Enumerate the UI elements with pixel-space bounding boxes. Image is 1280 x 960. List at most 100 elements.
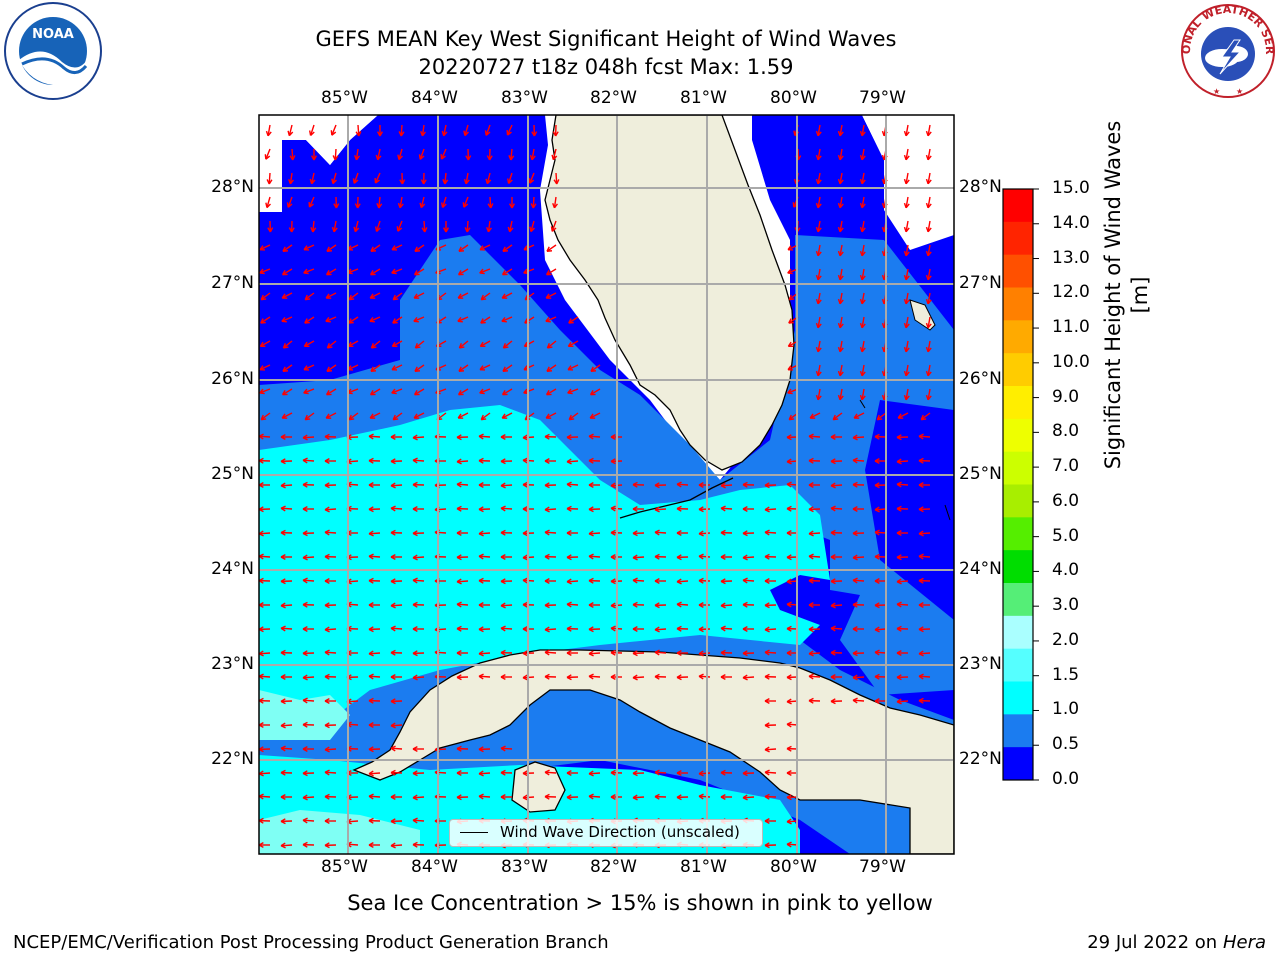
wave-arrow: [280, 769, 293, 776]
wave-arrow: [390, 745, 403, 752]
wave-arrow: [698, 530, 711, 537]
wave-arrow: [764, 482, 777, 489]
tick-label: 79°W: [859, 857, 906, 877]
wave-arrow: [369, 412, 381, 419]
wave-arrow: [764, 506, 777, 513]
wave-arrow: [837, 388, 844, 401]
wave-arrow: [500, 745, 513, 752]
wave-arrow: [280, 482, 293, 489]
wave-arrow: [903, 268, 910, 281]
wave-arrow: [302, 457, 315, 464]
wave-arrow: [529, 148, 536, 161]
wave-arrow: [903, 124, 910, 137]
wave-arrow: [588, 650, 601, 657]
wave-arrow: [589, 412, 601, 419]
wave-arrow: [302, 577, 315, 584]
wave-arrow: [457, 268, 469, 276]
tick-label: 24°N: [211, 559, 254, 579]
wave-arrow: [859, 316, 866, 329]
wave-arrow: [742, 674, 755, 681]
wave-arrow: [280, 578, 293, 585]
wave-arrow: [486, 220, 493, 233]
wave-arrow: [588, 481, 600, 489]
wave-arrow: [852, 601, 865, 608]
wave-arrow: [903, 148, 910, 161]
wave-arrow: [925, 196, 932, 209]
wave-arrow: [390, 842, 403, 849]
wave-arrow: [896, 505, 909, 512]
wave-arrow: [421, 220, 428, 233]
wave-arrow: [815, 196, 822, 209]
wave-arrow: [566, 505, 579, 512]
wave-arrow: [286, 196, 293, 208]
colorbar-tick-label: 3.0: [1052, 595, 1080, 616]
wave-arrow: [413, 316, 425, 323]
wave-arrow: [390, 433, 402, 441]
wave-arrow: [324, 457, 336, 465]
wave-arrow: [280, 505, 293, 512]
wave-arrow: [903, 172, 910, 185]
wave-arrow: [281, 316, 293, 323]
wave-arrow: [478, 553, 491, 560]
wave-arrow: [478, 481, 490, 489]
wave-arrow: [808, 457, 821, 464]
wave-arrow: [698, 673, 711, 680]
noaa-logo-icon: NOAA: [4, 2, 102, 100]
tick-label: 22°N: [959, 749, 1002, 769]
wave-arrow: [478, 626, 491, 633]
wave-arrow: [390, 458, 403, 465]
wave-arrow: [764, 626, 777, 633]
wave-arrow: [544, 673, 557, 680]
wave-arrow: [588, 673, 601, 680]
wave-arrow: [374, 172, 381, 184]
wave-arrow: [859, 388, 866, 401]
wave-arrow: [464, 220, 471, 233]
wave-arrow: [698, 553, 711, 560]
wave-arrow: [698, 577, 711, 584]
wave-arrow: [368, 746, 381, 753]
wave-arrow: [456, 674, 469, 681]
wave-arrow: [552, 196, 559, 209]
wave-arrow: [420, 172, 427, 185]
wave-arrow: [414, 340, 425, 349]
wave-arrow: [676, 578, 689, 585]
wave-arrow: [566, 794, 579, 801]
wave-arrow: [632, 554, 645, 561]
wave-arrow: [925, 316, 932, 329]
wave-arrow: [720, 673, 732, 681]
wave-arrow: [852, 434, 865, 441]
wave-arrow: [280, 842, 293, 849]
wave-arrow: [897, 412, 909, 419]
wave-arrow: [925, 364, 932, 377]
wave-arrow: [508, 197, 516, 209]
wave-arrow: [281, 292, 293, 299]
wave-arrow: [303, 244, 315, 251]
wave-arrow: [837, 220, 844, 233]
tick-label: 84°W: [411, 857, 458, 877]
wave-arrow: [590, 364, 601, 373]
wave-arrow: [500, 649, 513, 656]
wave-arrow: [830, 553, 842, 561]
wave-arrow: [369, 292, 381, 299]
wave-arrow: [764, 817, 776, 825]
wave-arrow: [853, 412, 865, 419]
wave-arrow: [288, 172, 295, 185]
wave-arrow: [918, 650, 931, 657]
svg-text:★: ★: [1213, 87, 1220, 96]
wave-arrow: [500, 673, 512, 681]
wave-arrow: [903, 364, 910, 377]
wave-arrow: [544, 602, 557, 609]
wave-arrow: [368, 553, 381, 560]
wave-arrow: [676, 769, 688, 777]
tick-label: 25°N: [959, 464, 1002, 484]
tick-label: 24°N: [959, 559, 1002, 579]
sea-ice-note: Sea Ice Concentration > 15% is shown in …: [347, 891, 933, 915]
wave-arrow: [260, 316, 271, 324]
chart-title: GEFS MEAN Key West Significant Height of…: [315, 27, 897, 51]
wave-arrow: [303, 388, 315, 395]
wave-arrow: [808, 577, 821, 584]
wave-arrow: [390, 818, 403, 825]
wave-arrow: [368, 793, 381, 800]
colorbar-segment: [1003, 418, 1033, 453]
